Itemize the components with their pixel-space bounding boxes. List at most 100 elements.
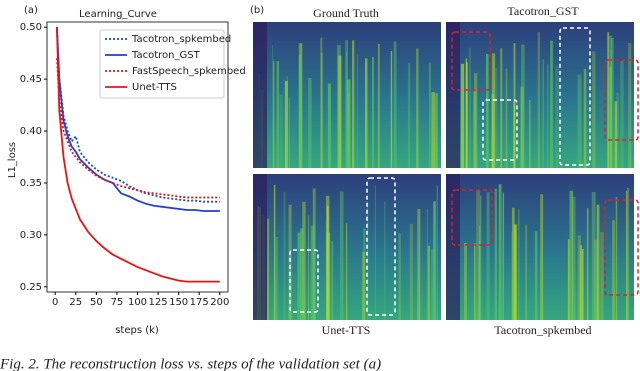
spectrogram-streak — [284, 80, 288, 168]
spectrogram-streak — [577, 235, 581, 320]
spectrogram-streak — [612, 220, 615, 320]
x-tick-label: 100 — [128, 297, 147, 308]
spectrogram-streak — [537, 32, 541, 169]
caption: Fig. 2. The reconstruction loss vs. step… — [0, 356, 381, 371]
highlight-box — [451, 31, 491, 91]
panel-label: (a) — [24, 5, 38, 16]
spectrogram-streak — [346, 223, 348, 320]
spectrogram-streak — [436, 185, 438, 320]
spectrogram-streak — [500, 48, 503, 168]
spectrogram-streak — [468, 47, 472, 168]
spectrogram-streak — [495, 67, 498, 168]
x-tick-label: 50 — [90, 297, 103, 308]
spectrogram-streak — [586, 208, 589, 320]
spectrogram-streak — [325, 220, 327, 320]
spectrogram-streak — [474, 243, 476, 320]
spectrogram-streak — [308, 78, 312, 168]
spectrogram-streak — [514, 230, 517, 320]
spectrogram-streak — [267, 218, 269, 320]
spectrogram-streak — [620, 60, 624, 168]
legend-label: Unet-TTS — [132, 82, 177, 93]
spectrogram-streak — [297, 232, 301, 320]
spectrogram-streak — [491, 94, 495, 168]
spectrogram-streak — [273, 184, 276, 320]
x-tick-label: 125 — [149, 297, 168, 308]
legend-label: Tacotron_spkembed — [131, 34, 231, 45]
y-tick-label: 0.40 — [20, 126, 42, 137]
spectrogram-streak — [331, 241, 334, 320]
line-series — [56, 27, 220, 283]
spectrogram-streak — [384, 201, 386, 320]
spectrogram-streak — [615, 197, 618, 320]
spectrogram-streak — [398, 233, 401, 320]
spectrogram-streak — [571, 196, 576, 320]
spectrogram-streak — [502, 193, 505, 320]
spectrogram-streak — [435, 93, 438, 168]
spectrogram-streak — [345, 51, 348, 169]
x-tick-label: 75 — [111, 297, 124, 308]
spectrogram-streak — [279, 94, 283, 168]
spectrogram-streak — [460, 63, 465, 168]
spectrogram-streak — [377, 43, 380, 169]
spectrogram-streak — [433, 201, 436, 320]
spectrogram-streak — [577, 74, 582, 168]
spectrogram-streak — [426, 208, 429, 320]
spectrogram-streak — [513, 224, 517, 320]
x-axis-label: steps (k) — [115, 325, 159, 336]
highlight-box — [451, 189, 493, 246]
spectrogram-streak — [320, 37, 323, 168]
spectrogram-streak — [428, 62, 431, 168]
spectrogram-streak — [614, 101, 618, 168]
y-tick-label: 0.30 — [20, 230, 42, 241]
spectrogram-title: Unet-TTS — [322, 323, 371, 337]
spectrogram-streak — [472, 91, 477, 168]
highlight-box — [482, 99, 518, 161]
spectrogram-streak — [275, 236, 278, 320]
y-tick-label: 0.35 — [20, 178, 42, 189]
y-tick-label: 0.25 — [20, 282, 42, 293]
spectrogram-streak — [393, 41, 397, 168]
spectrogram-streak — [431, 92, 436, 168]
spectrogram-streak — [540, 194, 544, 320]
spectrogram-streak — [465, 62, 468, 169]
spectrogram-streak — [596, 204, 600, 320]
spectrogram-dark — [446, 174, 460, 320]
y-axis-label: L1_loss — [7, 142, 18, 178]
x-tick-label: 175 — [190, 297, 209, 308]
spectrogram-dark — [253, 22, 267, 168]
spectrogram-streak — [529, 100, 531, 168]
spectrogram-title: Tacotron_spkembed — [494, 323, 591, 337]
spectrogram-streak — [409, 223, 413, 320]
spectrogram-streak — [607, 32, 609, 168]
spectrogram-streak — [339, 191, 344, 320]
spectrogram-streak — [365, 58, 368, 169]
spectrogram-streak — [390, 50, 393, 168]
spectrogram-streak — [505, 68, 508, 168]
spectrogram-streak — [547, 64, 549, 168]
spectrogram-streak — [628, 42, 632, 169]
spectrogram-streak — [479, 225, 481, 320]
legend-label: FastSpeech_spkembed — [132, 66, 246, 77]
spectrogram-streak — [276, 61, 280, 168]
spectrogram-streak — [288, 97, 290, 168]
spectrogram-streak — [486, 54, 489, 169]
spectrogram — [446, 22, 634, 168]
x-tick-label: 150 — [169, 297, 188, 308]
chart-title: Learning_Curve — [79, 9, 157, 20]
spectrogram-streak — [616, 92, 619, 168]
spectrogram-streak — [486, 192, 490, 320]
spectrogram-streak — [271, 45, 274, 168]
spectrogram-streak — [491, 53, 496, 168]
spectrogram-streak — [610, 37, 614, 168]
spectrogram-streak — [579, 245, 582, 320]
spectrogram-streak — [581, 249, 584, 320]
spectrogram-streak — [550, 40, 553, 168]
legend-box — [99, 29, 225, 99]
spectrogram-streak — [626, 190, 628, 320]
x-tick-label: 200 — [210, 297, 229, 308]
spectrogram-streak — [273, 60, 275, 168]
spectrogram-streak — [427, 245, 430, 320]
spectrogram-streak — [478, 241, 481, 320]
spectrogram-streak — [474, 73, 478, 168]
highlight-box — [604, 59, 639, 141]
